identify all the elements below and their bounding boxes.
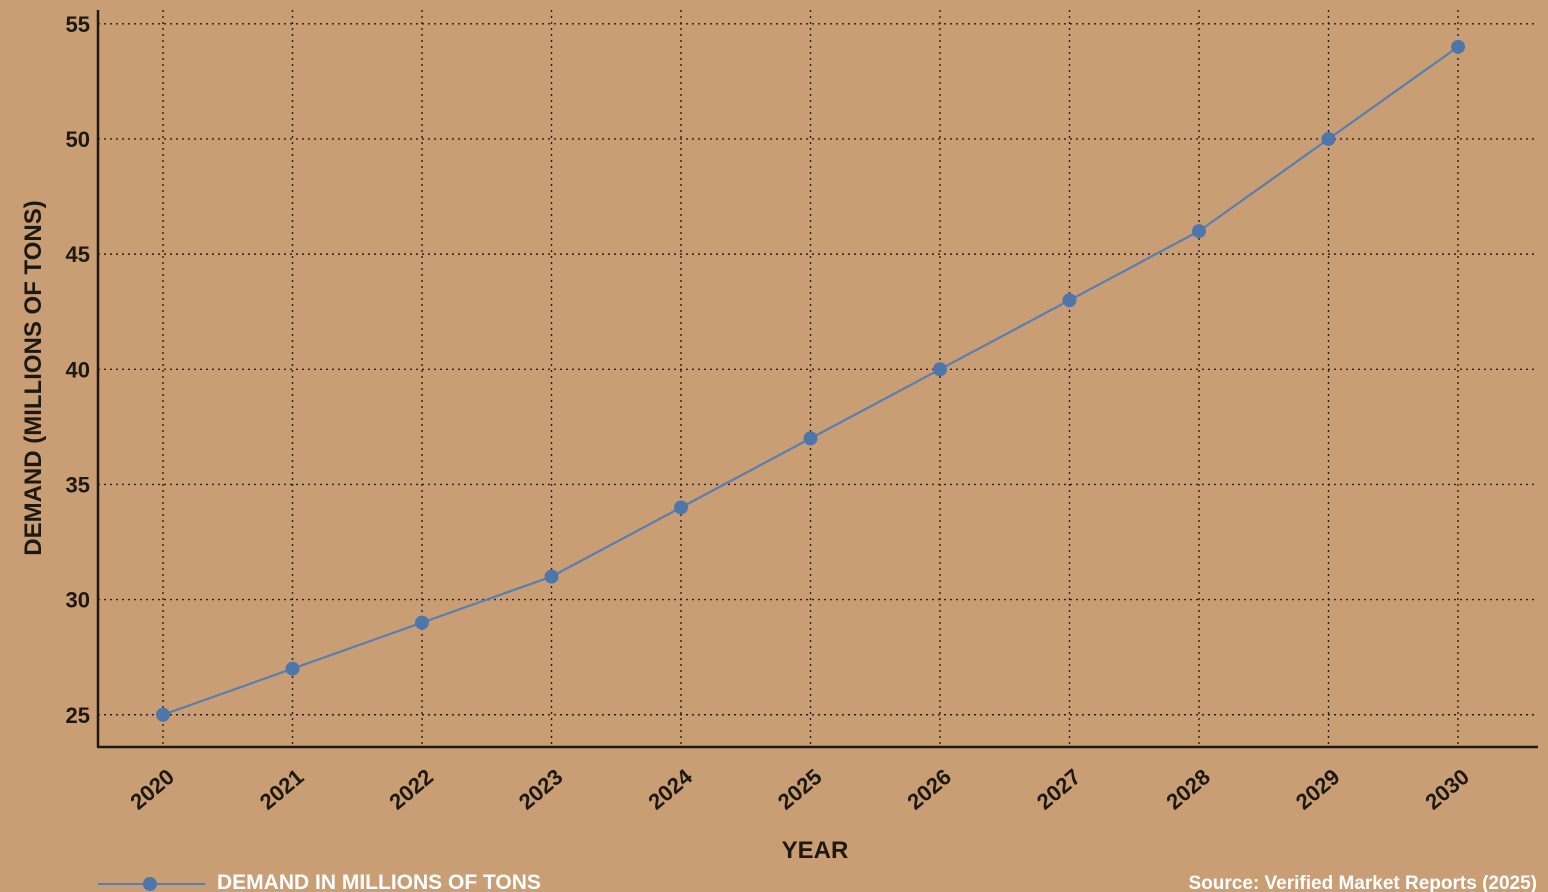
- x-tick-label: 2026: [902, 764, 956, 815]
- x-tick-label: 2025: [773, 764, 827, 815]
- data-point: [1192, 224, 1206, 239]
- data-point: [1062, 293, 1077, 308]
- data-point: [674, 500, 688, 515]
- legend-label: DEMAND IN MILLIONS OF TONS: [217, 871, 541, 892]
- data-point: [544, 569, 559, 584]
- grid-layer: [98, 10, 1538, 747]
- x-tick-label: 2024: [643, 763, 697, 814]
- y-tick-label: 50: [66, 127, 90, 152]
- data-point: [156, 707, 170, 722]
- legend-marker-swatch: [143, 877, 157, 891]
- y-tick-label: 25: [66, 703, 90, 728]
- data-point: [1451, 39, 1465, 54]
- y-tick-label: 55: [66, 12, 90, 37]
- data-point: [415, 615, 429, 630]
- x-tick-label: 2027: [1032, 764, 1086, 815]
- source-note: Source: Verified Market Reports (2025): [1189, 873, 1537, 892]
- data-point: [1321, 131, 1336, 146]
- data-point: [803, 431, 818, 446]
- x-axis-title: YEAR: [782, 837, 849, 864]
- legend: DEMAND IN MILLIONS OF TONS: [98, 871, 541, 892]
- series-layer: [156, 39, 1465, 722]
- x-tick-label: 2028: [1161, 764, 1215, 815]
- x-tick-label: 2021: [255, 764, 309, 815]
- series-line: [162, 45, 1459, 716]
- x-tick-label: 2020: [125, 764, 179, 815]
- y-tick-label: 35: [66, 472, 90, 497]
- x-tick-label: 2030: [1420, 764, 1474, 815]
- x-tick-label: 2029: [1291, 764, 1345, 815]
- data-point: [933, 362, 947, 377]
- x-tick-labels: 2020 2021 2022 2023 2024 2025 2026 2027 2028 2029…: [125, 763, 1474, 814]
- data-point: [285, 661, 300, 676]
- x-tick-label: 2022: [384, 764, 438, 815]
- y-tick-label: 30: [66, 588, 90, 613]
- y-axis-title: DEMAND (MILLIONS OF TONS): [20, 200, 47, 556]
- x-tick-label: 2023: [514, 764, 568, 815]
- y-tick-label: 40: [66, 357, 90, 382]
- y-tick-label: 45: [66, 242, 90, 267]
- y-tick-labels: 25 30 35 40 45 50 55: [66, 12, 90, 728]
- axis-layer: [96, 10, 1538, 749]
